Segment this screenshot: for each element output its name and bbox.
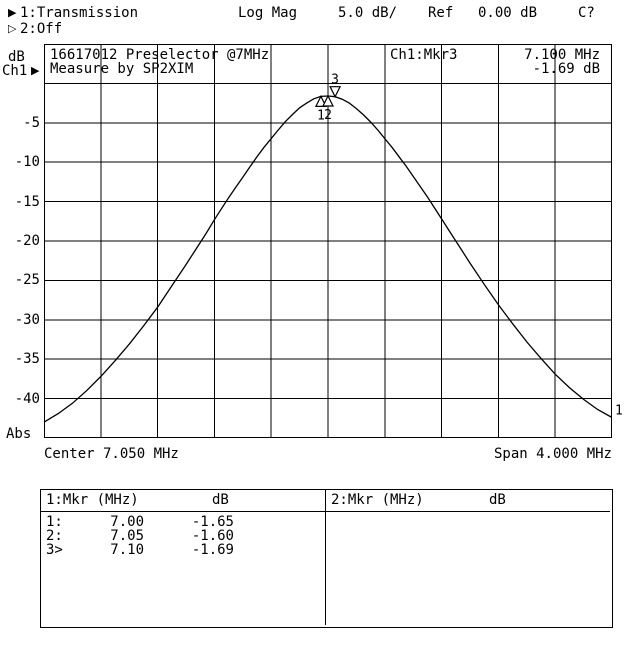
y-axis-label: -25 [14, 272, 40, 288]
marker-table-divider [325, 490, 326, 625]
plot-title-line1: 16617012 Preselector @7MHz [50, 47, 270, 63]
y-axis-label: -10 [14, 154, 40, 170]
marker-table-col1-header: 1:Mkr (MHz) [46, 492, 139, 508]
marker-2-icon [322, 94, 334, 107]
trace-number-label: 1 [615, 404, 623, 419]
response-plot: 1 231 [43, 44, 623, 438]
marker-table-header-rule [41, 511, 610, 512]
channel2-inactive-icon: ▷ [8, 22, 17, 35]
marker-number: 3> [46, 542, 63, 558]
y-axis-label: -5 [23, 115, 40, 131]
scale-per-div: 5.0 dB/ [338, 5, 398, 21]
y-axis-label: -30 [14, 312, 40, 328]
y-axis-label: -20 [14, 233, 40, 249]
y-axis-label: -40 [14, 391, 40, 407]
marker-table-col2-header: 2:Mkr (MHz) [331, 492, 424, 508]
channel1-active-icon: ▶ [8, 6, 17, 19]
marker-table [40, 489, 613, 628]
marker-3-icon [329, 86, 342, 99]
marker-value: -1.69 [191, 542, 234, 558]
marker-table-col1-unit: dB [212, 492, 229, 508]
center-frequency-label: Center 7.050 MHz [44, 446, 179, 462]
marker-value: -1.60 [191, 528, 234, 544]
ref-label: Ref [428, 5, 454, 21]
channel-annotation: Ch1 [2, 63, 28, 79]
span-label: Span 4.000 MHz [493, 446, 612, 462]
marker-readout-freq: 7.100 MHz [524, 47, 600, 63]
cal-status: C? [578, 5, 595, 21]
marker-value: -1.65 [191, 514, 234, 530]
marker-freq: 7.00 [110, 514, 144, 530]
marker-freq: 7.05 [110, 528, 144, 544]
y-axis-unit: dB [8, 49, 25, 65]
abs-units-label: Abs [6, 426, 32, 442]
marker-number: 2: [46, 528, 63, 544]
marker-freq: 7.10 [110, 542, 144, 558]
ref-position-icon: ▶ [31, 64, 40, 77]
marker-number: 1: [46, 514, 63, 530]
ref-level-value: 0.00 dB [478, 5, 538, 21]
marker-readout-value: -1.69 dB [532, 61, 600, 77]
channel1-measurement: 1:Transmission [20, 5, 139, 21]
graticule-border [44, 44, 612, 438]
plot-title-line2: Measure by SP2XIM [50, 61, 194, 77]
marker-readout-label: Ch1:Mkr3 [390, 47, 458, 63]
y-axis-label: -15 [14, 194, 40, 210]
marker-table-col2-unit: dB [489, 492, 506, 508]
marker-3-label: 3 [331, 73, 339, 88]
marker-1-label: 1 [317, 108, 325, 123]
y-axis-label: -35 [14, 351, 40, 367]
format-label: Log Mag [238, 5, 298, 21]
marker-2-label: 2 [324, 108, 332, 123]
channel2-measurement: 2:Off [20, 21, 63, 37]
